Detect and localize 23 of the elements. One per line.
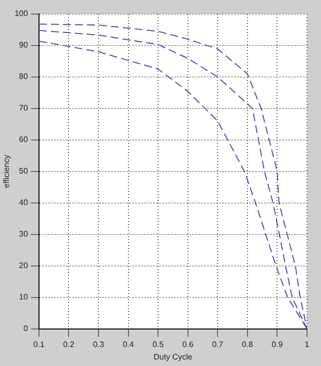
x-tick-label: 0.1 bbox=[33, 340, 46, 349]
y-tick-label: 10 bbox=[19, 292, 28, 302]
y-axis-title: efficiency bbox=[2, 154, 12, 188]
y-tick-label: 20 bbox=[19, 261, 28, 270]
x-tick-label: 0.4 bbox=[122, 340, 134, 349]
x-tick-label: 0.2 bbox=[63, 340, 75, 349]
y-tick-label: 50 bbox=[19, 166, 28, 176]
x-tick-label: 0.3 bbox=[92, 340, 105, 349]
y-tick-label: 80 bbox=[19, 72, 28, 82]
y-tick-label: 60 bbox=[19, 135, 28, 144]
x-tick-label: 0.5 bbox=[152, 340, 164, 349]
y-tick-label: 70 bbox=[19, 104, 28, 113]
x-tick-label: 0.6 bbox=[182, 340, 194, 349]
x-tick-label: 0.7 bbox=[212, 340, 224, 349]
y-tick-label: 90 bbox=[19, 40, 28, 50]
x-axis-title: Duty Cycle bbox=[154, 352, 193, 362]
y-tick-label: 100 bbox=[14, 9, 28, 18]
y-tick-label: 30 bbox=[19, 230, 28, 239]
y-tick-label: 0 bbox=[23, 324, 28, 334]
x-tick-label: 1 bbox=[304, 340, 310, 349]
x-tick-label: 0.8 bbox=[242, 340, 254, 349]
x-tick-label: 0.9 bbox=[272, 340, 284, 349]
y-tick-label: 40 bbox=[19, 198, 28, 208]
